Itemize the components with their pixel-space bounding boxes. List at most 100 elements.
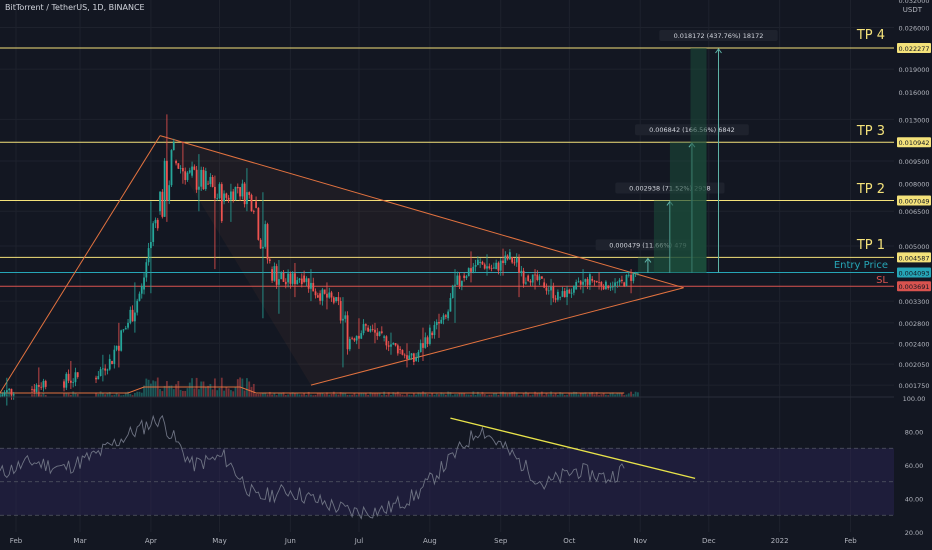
volume-bar [124, 392, 127, 397]
price-axis-badge-label: 0.010942 [898, 139, 929, 147]
candle-body [506, 255, 509, 260]
volume-bar [291, 392, 294, 397]
candle-body [127, 322, 129, 328]
volume-bar [545, 392, 548, 397]
volume-bar [605, 394, 607, 397]
volume-bar [236, 379, 239, 397]
volume-bar [513, 391, 516, 397]
time-tick-label: Sep [494, 537, 508, 545]
volume-bar [101, 393, 104, 397]
volume-bar [426, 394, 429, 397]
candle-body [486, 266, 488, 269]
candle-body [438, 322, 440, 324]
volume-bar [570, 393, 573, 397]
candle-body [275, 266, 278, 285]
volume-bar [534, 391, 536, 397]
candle-body [531, 274, 534, 283]
candle-body [111, 360, 113, 364]
candle-body [353, 338, 356, 341]
candle-body [161, 191, 164, 217]
volume-bar [40, 394, 43, 397]
candle-body [600, 282, 603, 286]
volume-bar [214, 378, 216, 397]
volume-bar [444, 394, 447, 397]
candle-body [623, 282, 626, 287]
candle-body [598, 282, 600, 283]
candle-body [202, 169, 205, 190]
candle-body [120, 330, 123, 351]
candle-body [550, 286, 552, 291]
volume-bar [460, 393, 463, 397]
candle-body [168, 185, 171, 201]
candle-body [426, 337, 429, 345]
candle-body [179, 168, 182, 169]
volume-bar [234, 387, 237, 397]
volume-bar [200, 381, 203, 397]
volume-bar [353, 393, 356, 397]
volume-bar [271, 394, 273, 397]
volume-bar [166, 381, 168, 397]
candle-body [451, 285, 454, 298]
volume-bar [527, 393, 530, 397]
volume-bar [150, 383, 152, 397]
symbol-title[interactable]: BitTorrent / TetherUS, 1D, BINANCE [5, 3, 145, 12]
candle-body [69, 380, 72, 383]
volume-bar [609, 393, 612, 397]
candle-body [556, 291, 559, 300]
candle-body [284, 281, 287, 285]
candle-body [278, 279, 280, 285]
stop-loss-label: SL [876, 275, 888, 286]
time-tick-label: Oct [563, 537, 575, 545]
price-tick-label: 0.002800 [898, 320, 929, 328]
target-label: 0.000479 (11.66%) 479 [609, 241, 686, 249]
candle-body [344, 315, 347, 319]
triangle-fill [160, 135, 684, 386]
time-tick-label: Jul [354, 537, 364, 545]
candle-body [154, 219, 157, 224]
volume-bar [479, 394, 482, 397]
candle-body [273, 266, 276, 281]
candle-body [136, 300, 139, 313]
volume-bar [552, 394, 555, 397]
candle-body [579, 281, 582, 285]
volume-bar [454, 394, 456, 397]
candle-body [159, 191, 161, 212]
volume-bar [296, 393, 299, 397]
volume-bar [486, 395, 488, 397]
candle-body [518, 257, 520, 273]
volume-bar [172, 389, 175, 397]
candle-body [303, 275, 305, 282]
candle-body [152, 223, 155, 243]
volume-bar [403, 395, 406, 397]
volume-bar [554, 393, 557, 397]
candle-body [220, 184, 223, 222]
candle-body [305, 278, 308, 282]
candle-body [554, 298, 557, 300]
volume-bar [250, 386, 253, 397]
volume-bar [362, 393, 365, 397]
rsi-pane [0, 414, 894, 520]
volume-bar [518, 395, 520, 397]
candle-body [186, 172, 189, 181]
candle-body [552, 286, 555, 299]
candle-body [380, 331, 383, 333]
candle-body [447, 311, 450, 319]
candle-body [104, 368, 107, 371]
candle-body [108, 358, 111, 370]
candle-body [65, 373, 68, 388]
candle-body [399, 348, 402, 350]
candle-body [362, 324, 365, 334]
volume-bar [465, 394, 468, 397]
volume-bar [586, 394, 589, 397]
volume-bar [259, 393, 262, 397]
price-tick-label: 0.013000 [898, 116, 929, 124]
volume-bar [351, 394, 354, 397]
candle-body [321, 289, 324, 301]
candle-body [195, 169, 198, 190]
volume-bars [0, 377, 639, 397]
volume-bar [346, 394, 349, 397]
candle-body [508, 252, 511, 260]
candle-body [40, 386, 43, 388]
